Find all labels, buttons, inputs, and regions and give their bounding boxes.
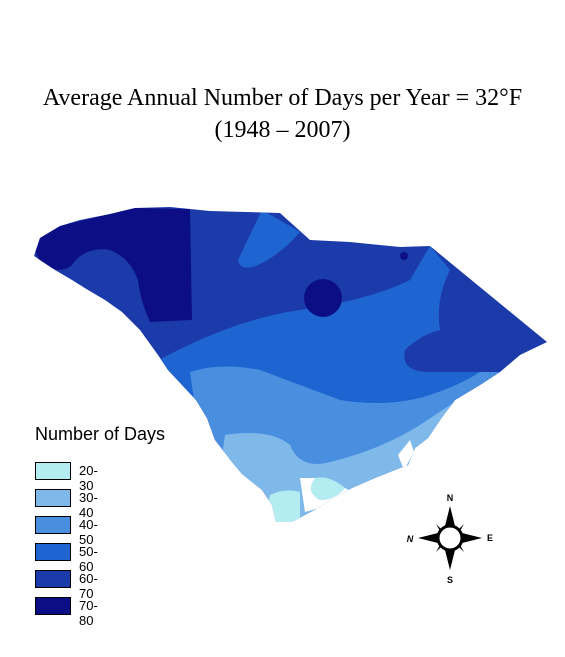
compass-n: N: [447, 493, 454, 503]
legend-title: Number of Days: [35, 424, 166, 444]
legend-label: 20-30: [79, 463, 98, 493]
coastal-inlet: [300, 478, 352, 512]
map-title: Average Annual Number of Days per Year =…: [42, 85, 523, 111]
legend-label: 50-60: [79, 544, 98, 574]
legend-swatch: [35, 597, 71, 615]
zone-70-80-spot: [304, 279, 342, 317]
zone-50-60-north: [238, 210, 300, 268]
legend-swatch: [35, 570, 71, 588]
zone-70-80: [34, 208, 192, 322]
legend-swatch: [35, 462, 71, 480]
legend-label: 30-40: [79, 490, 98, 520]
compass-rose-icon: N S E N: [407, 493, 493, 585]
map-subtitle: (1948 – 2007): [214, 117, 351, 143]
legend-label: 60-70: [79, 571, 98, 601]
zone-20-30: [260, 490, 300, 522]
legend-swatch: [35, 516, 71, 534]
zone-70-80-dot: [400, 252, 408, 260]
legend-swatch: [35, 489, 71, 507]
legend-swatch: [35, 543, 71, 561]
compass-e: E: [487, 533, 493, 543]
zone-20-30-island: [311, 477, 345, 500]
compass-w: N: [407, 534, 414, 544]
legend-label: 70-80: [79, 598, 98, 628]
compass-s: S: [447, 575, 453, 585]
legend-label: 40-50: [79, 517, 98, 547]
coastal-inlet-2: [398, 440, 414, 470]
